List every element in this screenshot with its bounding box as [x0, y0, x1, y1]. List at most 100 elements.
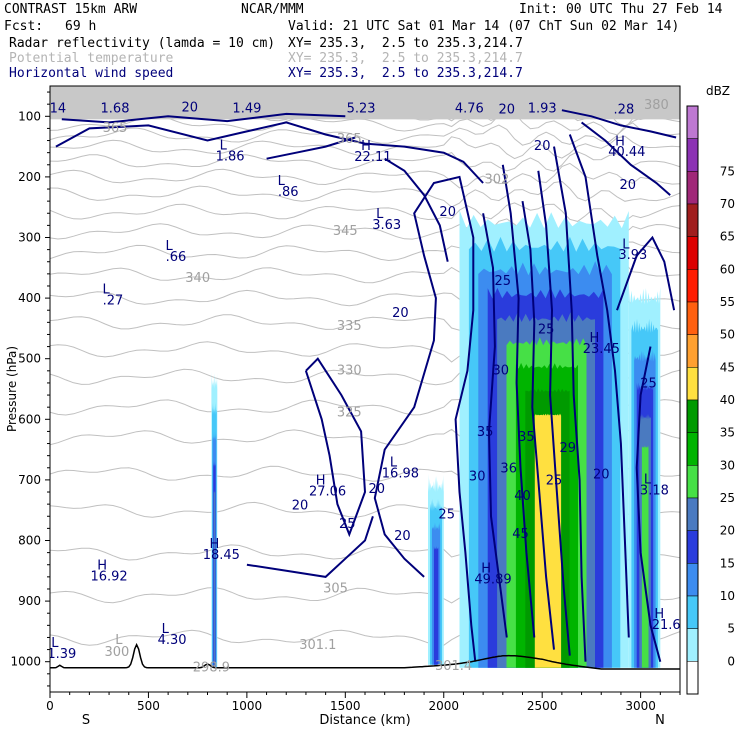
- colorbar-level-label: 10: [720, 589, 735, 603]
- extremum-value: 4.30: [158, 633, 187, 648]
- colorbar-level-label: 40: [720, 393, 735, 407]
- y-axis-label: Pressure (hPa): [5, 346, 19, 432]
- wind-contour-label: 40: [514, 489, 531, 504]
- wind-contour-label: 29: [560, 441, 577, 456]
- contour-labels: 365 365 345 340 335 330 325 305 301.1 300 380 298.9…: [50, 98, 680, 675]
- extremum-marker: L: [622, 237, 630, 252]
- colorbar-level-label: 5: [727, 622, 735, 636]
- extremum-value: 49.89: [474, 572, 511, 587]
- theta-label: 345: [333, 224, 358, 239]
- y-tick-label: 300: [18, 231, 41, 245]
- wind-contour-line: [266, 136, 356, 160]
- colorbar-swatch: [686, 138, 699, 172]
- colorbar-level-label: 70: [720, 197, 735, 211]
- colorbar-level-label: 45: [720, 360, 735, 374]
- x-tick-label: 3000: [625, 699, 656, 713]
- theta-label: 335: [337, 319, 362, 334]
- extremum-marker: H: [654, 607, 664, 622]
- wind-contour-label: 20: [392, 306, 409, 321]
- endpoint-left: S: [82, 713, 90, 728]
- colorbar-swatch: [686, 595, 699, 629]
- extremum-value: 1.93: [528, 102, 557, 117]
- extremum-value: 4.76: [455, 102, 484, 117]
- extremum-marker: L: [390, 455, 398, 470]
- field-name-reflectivity: Radar reflectivity (lamda = 10 cm): [9, 36, 276, 51]
- extremum-value: 3.93: [618, 248, 647, 263]
- theta-label: 340: [185, 271, 210, 286]
- theta-contour-line: [50, 122, 680, 146]
- colorbar-level-label: 55: [720, 295, 735, 309]
- extremum-marker: L: [165, 239, 173, 254]
- extremum-value: 1.86: [216, 149, 245, 164]
- wind-contour-line: [373, 175, 477, 662]
- extremum-value: 27.06: [309, 485, 346, 500]
- extremum-marker: H: [210, 537, 220, 552]
- extremum-marker: H: [361, 139, 371, 154]
- wind-contour-label: 25: [495, 274, 512, 289]
- wind-contour-line: [55, 121, 484, 184]
- wind-contour-label: 20: [439, 205, 456, 220]
- x-axis: 0 500 1000 1500 2000 2500 3000 Distance (km) S N: [46, 692, 681, 728]
- wind-contour-line: [553, 146, 587, 662]
- theta-label: 301.1: [299, 638, 336, 653]
- extremum-value: .28: [614, 103, 635, 118]
- reflectivity-band: [641, 445, 649, 668]
- wind-contour-label: 35: [477, 425, 494, 440]
- field-xy-wind: XY= 235.3, 2.5 to 235.3,214.7: [288, 66, 523, 81]
- extremum-marker: H: [316, 474, 326, 489]
- wind-contour-line: [580, 121, 671, 196]
- endpoint-right: N: [655, 713, 665, 728]
- colorbar-swatch: [686, 269, 699, 303]
- theta-label: 380: [644, 98, 669, 113]
- wind-contour-label: 25: [546, 474, 563, 489]
- theta-label: 330: [337, 363, 362, 378]
- theta-label: 305: [323, 582, 348, 597]
- theta-label: 301.4: [435, 659, 472, 674]
- extremum-marker: L: [644, 472, 652, 487]
- y-tick-label: 900: [18, 594, 41, 608]
- extremum-marker: L: [51, 636, 59, 651]
- extremum-value: .86: [278, 185, 299, 200]
- terrain-line: [50, 642, 680, 670]
- extremum-marker: H: [97, 559, 107, 574]
- wind-contour-label: 20: [394, 529, 411, 544]
- wind-contour-line: [568, 134, 630, 638]
- y-tick-label: 1000: [10, 655, 41, 669]
- wind-contour-label: 25: [640, 377, 657, 392]
- theta-contour-line: [50, 151, 680, 172]
- extremum-value: 5.23: [347, 102, 376, 117]
- field-xy-theta: XY= 235.3, 2.5 to 235.3,214.7: [288, 51, 523, 66]
- y-tick-label: 500: [18, 352, 41, 366]
- colorbar-swatch: [686, 530, 699, 564]
- fcst-label: Fcst:: [4, 19, 44, 34]
- wind-contour-line: [501, 164, 536, 638]
- colorbar-swatch: [686, 497, 699, 531]
- wind-contour-line: [537, 170, 571, 656]
- colorbar-swatch: [686, 236, 699, 270]
- colorbar-level-label: 60: [720, 262, 735, 276]
- theta-label: 300: [104, 645, 129, 660]
- x-axis-label: Distance (km): [319, 713, 410, 728]
- extremum-value: 16.98: [382, 466, 419, 481]
- wind-contour-label: 25: [438, 508, 455, 523]
- wind-contour-line: [304, 357, 367, 538]
- wind-contour-label: 20: [292, 499, 309, 514]
- extremum-marker: L: [220, 139, 228, 154]
- y-tick-label: 100: [18, 109, 41, 123]
- wind-contour-label: 30: [469, 469, 486, 484]
- x-tick-label: 1000: [232, 699, 263, 713]
- extremum-marker: L: [102, 283, 110, 298]
- colorbar-swatch: [686, 563, 699, 597]
- colorbar-level-label: 0: [727, 654, 735, 668]
- colorbar-level-label: 15: [720, 556, 735, 570]
- wind-contour-line: [384, 157, 449, 262]
- colorbar-swatch: [686, 465, 699, 499]
- y-tick-label: 700: [18, 473, 41, 487]
- field-name-wind: Horizontal wind speed: [9, 66, 174, 81]
- theta-label: 325: [337, 406, 362, 421]
- wind-contour-label: 20: [534, 139, 551, 154]
- colorbar-swatch: [686, 399, 699, 433]
- extremum-value: 23.45: [583, 342, 620, 357]
- model-title: CONTRAST 15km ARW: [4, 2, 138, 17]
- reflectivity-band: [213, 489, 216, 668]
